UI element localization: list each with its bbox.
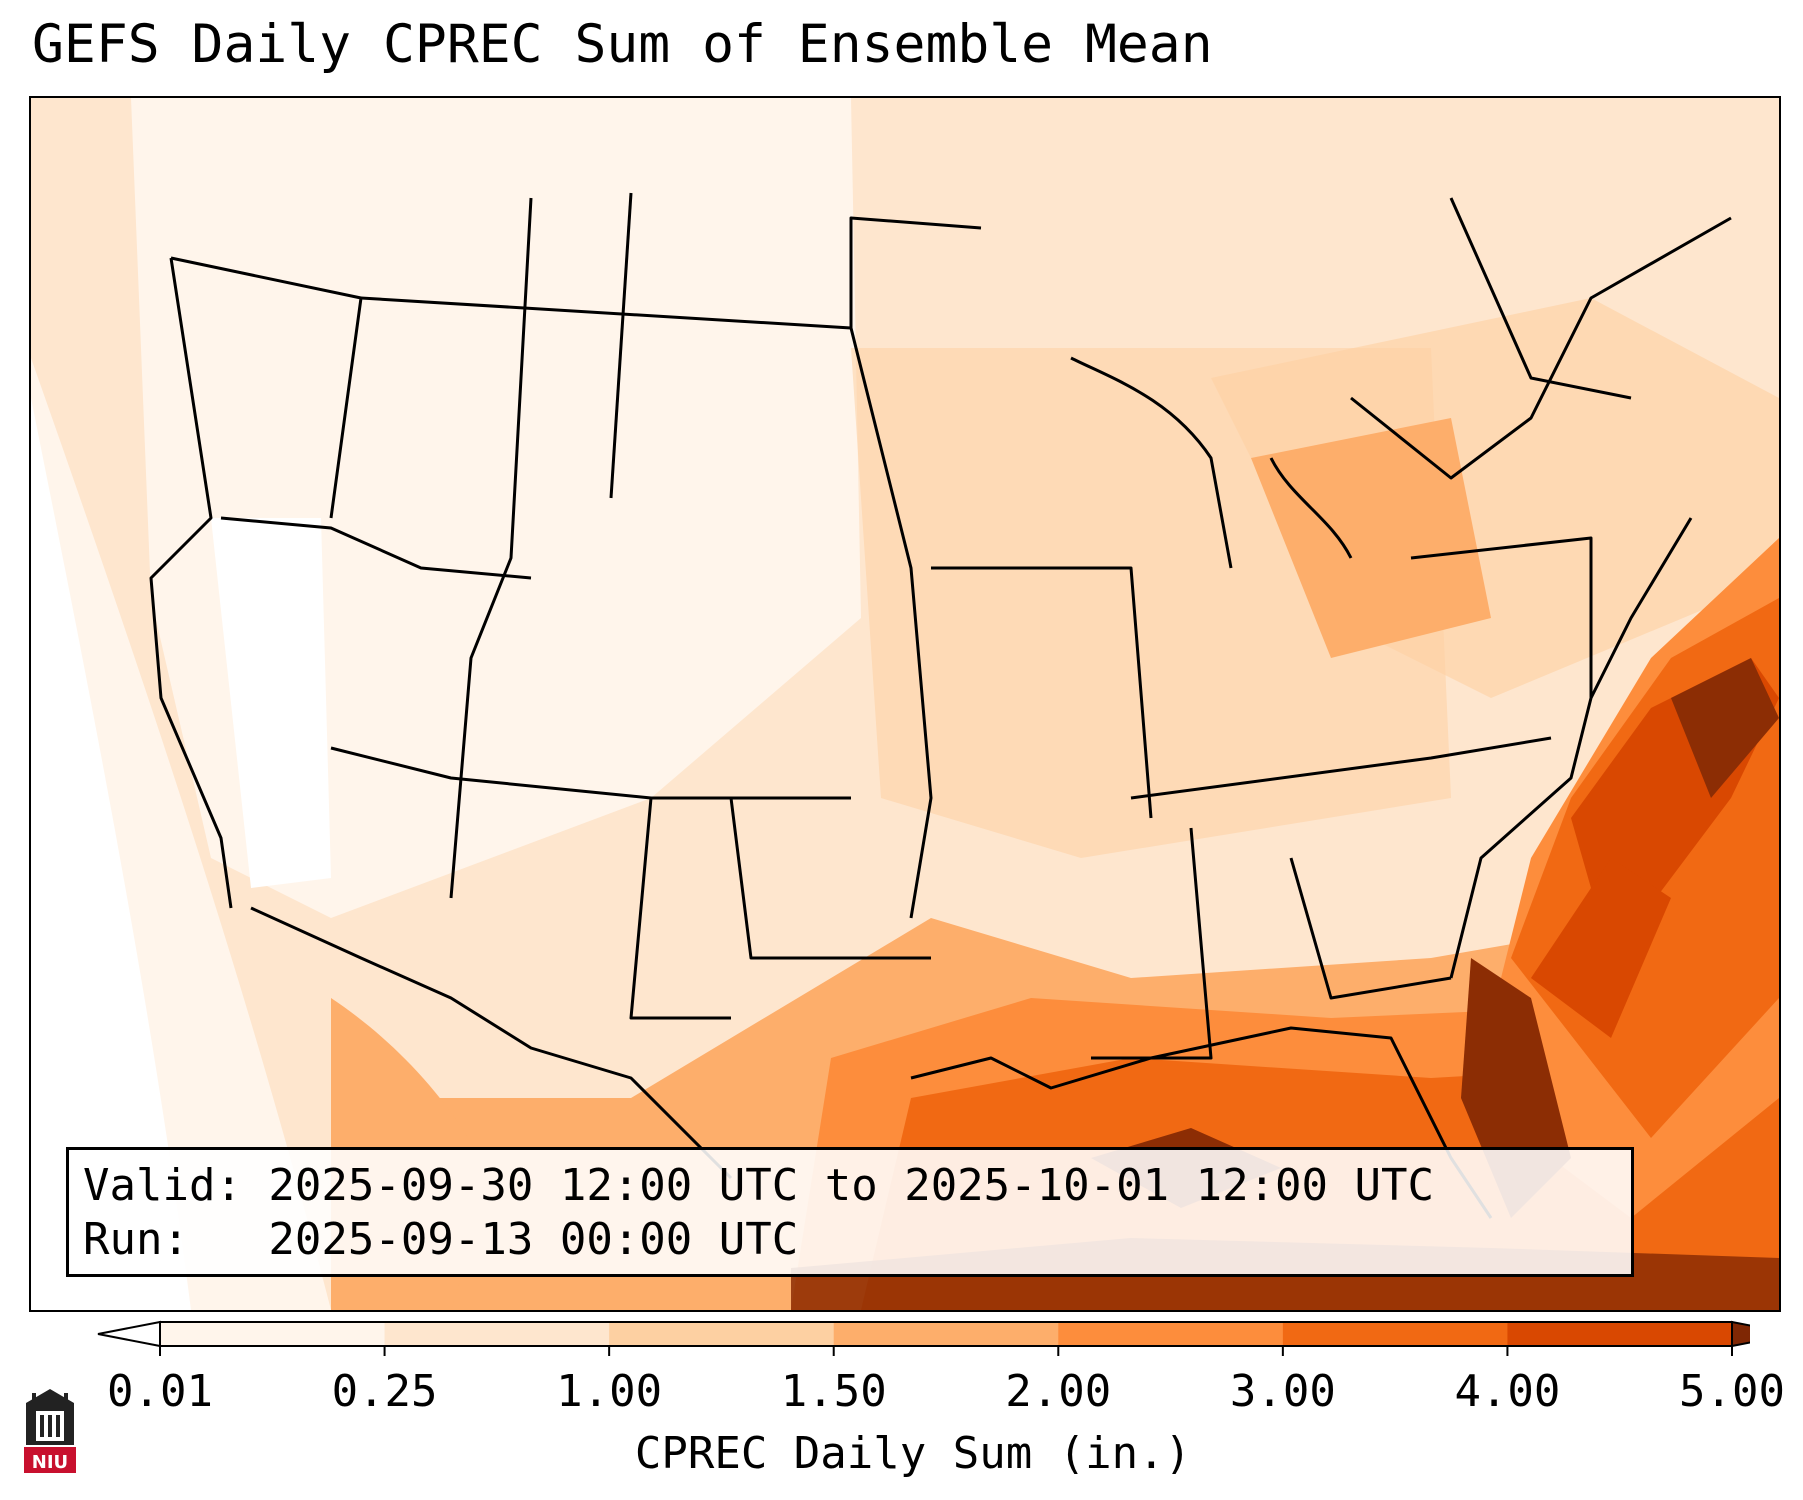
colorbar-segments [97, 1320, 1750, 1348]
colorbar-over-arrow [1731, 1320, 1750, 1348]
colorbar-segment [609, 1322, 835, 1346]
colorbar-tick-label: 3.00 [1229, 1366, 1336, 1417]
colorbar-segment [160, 1322, 386, 1346]
colorbar-tick-label: 5.00 [1679, 1366, 1785, 1417]
colorbar-tick-label: 2.00 [1005, 1366, 1112, 1417]
colorbar-segment [833, 1322, 1059, 1346]
colorbar-outline [159, 1321, 1733, 1347]
colorbar-tick-label: 0.25 [331, 1366, 438, 1417]
colorbar-tick-label: 1.50 [780, 1366, 887, 1417]
precip-map-svg [31, 98, 1779, 1310]
colorbar-tick-label: 4.00 [1454, 1366, 1561, 1417]
colorbar-tick-label: 0.01 [107, 1366, 213, 1417]
niu-logo-text: NIU [32, 1452, 68, 1473]
colorbar-label: CPREC Daily Sum (in.) [634, 1428, 1192, 1479]
colorbar-tick-label: 1.00 [556, 1366, 663, 1417]
colorbar-segment [384, 1322, 610, 1346]
map-title: GEFS Daily CPREC Sum of Ensemble Mean [32, 14, 1213, 75]
colorbar-segment [1058, 1322, 1284, 1346]
state-borders [149, 192, 1732, 1219]
colorbar-under-arrow [97, 1320, 161, 1348]
valid-time-text: Valid: 2025-09-30 12:00 UTC to 2025-10-0… [83, 1160, 1435, 1211]
colorbar-segment [1282, 1322, 1508, 1346]
precip-shading [31, 98, 1779, 1310]
colorbar-ticks [159, 1346, 1733, 1356]
colorbar [97, 1320, 1750, 1356]
niu-tower-logo-icon: NIU [24, 1389, 76, 1473]
colorbar-segment [1507, 1322, 1733, 1346]
precip-map [29, 96, 1781, 1312]
validity-info-box: Valid: 2025-09-30 12:00 UTC to 2025-10-0… [66, 1147, 1634, 1277]
run-time-text: Run: 2025-09-13 00:00 UTC [83, 1214, 799, 1265]
